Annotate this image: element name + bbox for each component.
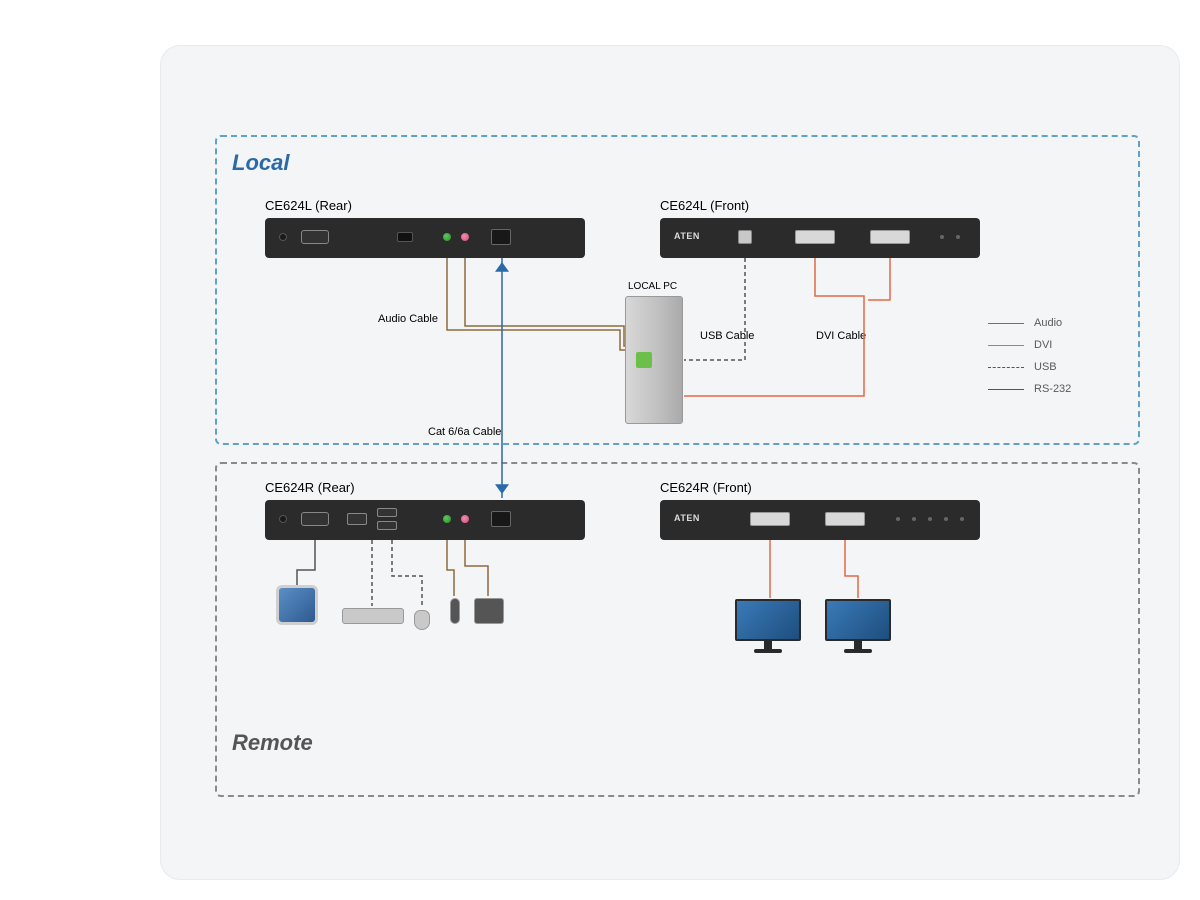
local-pc bbox=[625, 296, 683, 424]
audio-in-port bbox=[461, 233, 469, 241]
remote-rear-device bbox=[265, 500, 585, 540]
dvi-port-2 bbox=[825, 512, 865, 526]
led-icon bbox=[960, 517, 964, 521]
usb-cable-label: USB Cable bbox=[700, 330, 754, 342]
serial-port bbox=[301, 512, 329, 526]
monitor bbox=[825, 599, 891, 653]
remote-front-device: ATEN bbox=[660, 500, 980, 540]
legend-item: RS-232 bbox=[988, 378, 1071, 400]
power-port bbox=[279, 233, 287, 241]
usb-a-port bbox=[377, 508, 397, 517]
speakers-icon bbox=[474, 598, 504, 624]
microphone-icon bbox=[450, 598, 460, 624]
rj45-port bbox=[491, 511, 511, 527]
dvi-cable-label: DVI Cable bbox=[816, 330, 866, 342]
local-rear-device bbox=[265, 218, 585, 258]
remote-section-title: Remote bbox=[232, 730, 313, 756]
brand-label: ATEN bbox=[674, 231, 700, 241]
monitor bbox=[735, 599, 801, 653]
remote-front-label: CE624R (Front) bbox=[660, 480, 752, 495]
usb-a-port bbox=[377, 521, 397, 530]
legend-item: Audio bbox=[988, 312, 1071, 334]
remote-rear-label: CE624R (Rear) bbox=[265, 480, 355, 495]
keyboard-icon bbox=[342, 608, 404, 624]
cat-cable-label: Cat 6/6a Cable bbox=[428, 426, 501, 438]
power-port bbox=[279, 515, 287, 523]
local-front-device: ATEN bbox=[660, 218, 980, 258]
usb-b-port bbox=[738, 230, 752, 244]
local-front-label: CE624L (Front) bbox=[660, 198, 749, 213]
led-icon bbox=[944, 517, 948, 521]
brand-label: ATEN bbox=[674, 513, 700, 523]
audio-out-port bbox=[443, 233, 451, 241]
led-icon bbox=[896, 517, 900, 521]
usb-a-port bbox=[347, 513, 367, 525]
led-icon bbox=[956, 235, 960, 239]
dip-switch bbox=[397, 232, 413, 242]
led-icon bbox=[940, 235, 944, 239]
local-rear-label: CE624L (Rear) bbox=[265, 198, 352, 213]
diagram-canvas: Local Remote CE624L (Rear) CE624L (Front… bbox=[0, 0, 1200, 900]
dvi-port-1 bbox=[795, 230, 835, 244]
led-icon bbox=[928, 517, 932, 521]
dvi-port-1 bbox=[750, 512, 790, 526]
audio-in-port bbox=[461, 515, 469, 523]
legend-item: USB bbox=[988, 356, 1071, 378]
mouse-icon bbox=[414, 610, 430, 630]
crt-display-icon bbox=[276, 585, 318, 625]
audio-out-port bbox=[443, 515, 451, 523]
audio-cable-label: Audio Cable bbox=[378, 313, 438, 325]
rj45-port bbox=[491, 229, 511, 245]
led-icon bbox=[912, 517, 916, 521]
dvi-port-2 bbox=[870, 230, 910, 244]
legend: AudioDVIUSBRS-232 bbox=[988, 312, 1071, 400]
serial-port bbox=[301, 230, 329, 244]
legend-item: DVI bbox=[988, 334, 1071, 356]
local-pc-label: LOCAL PC bbox=[628, 281, 677, 292]
local-section-title: Local bbox=[232, 150, 289, 176]
